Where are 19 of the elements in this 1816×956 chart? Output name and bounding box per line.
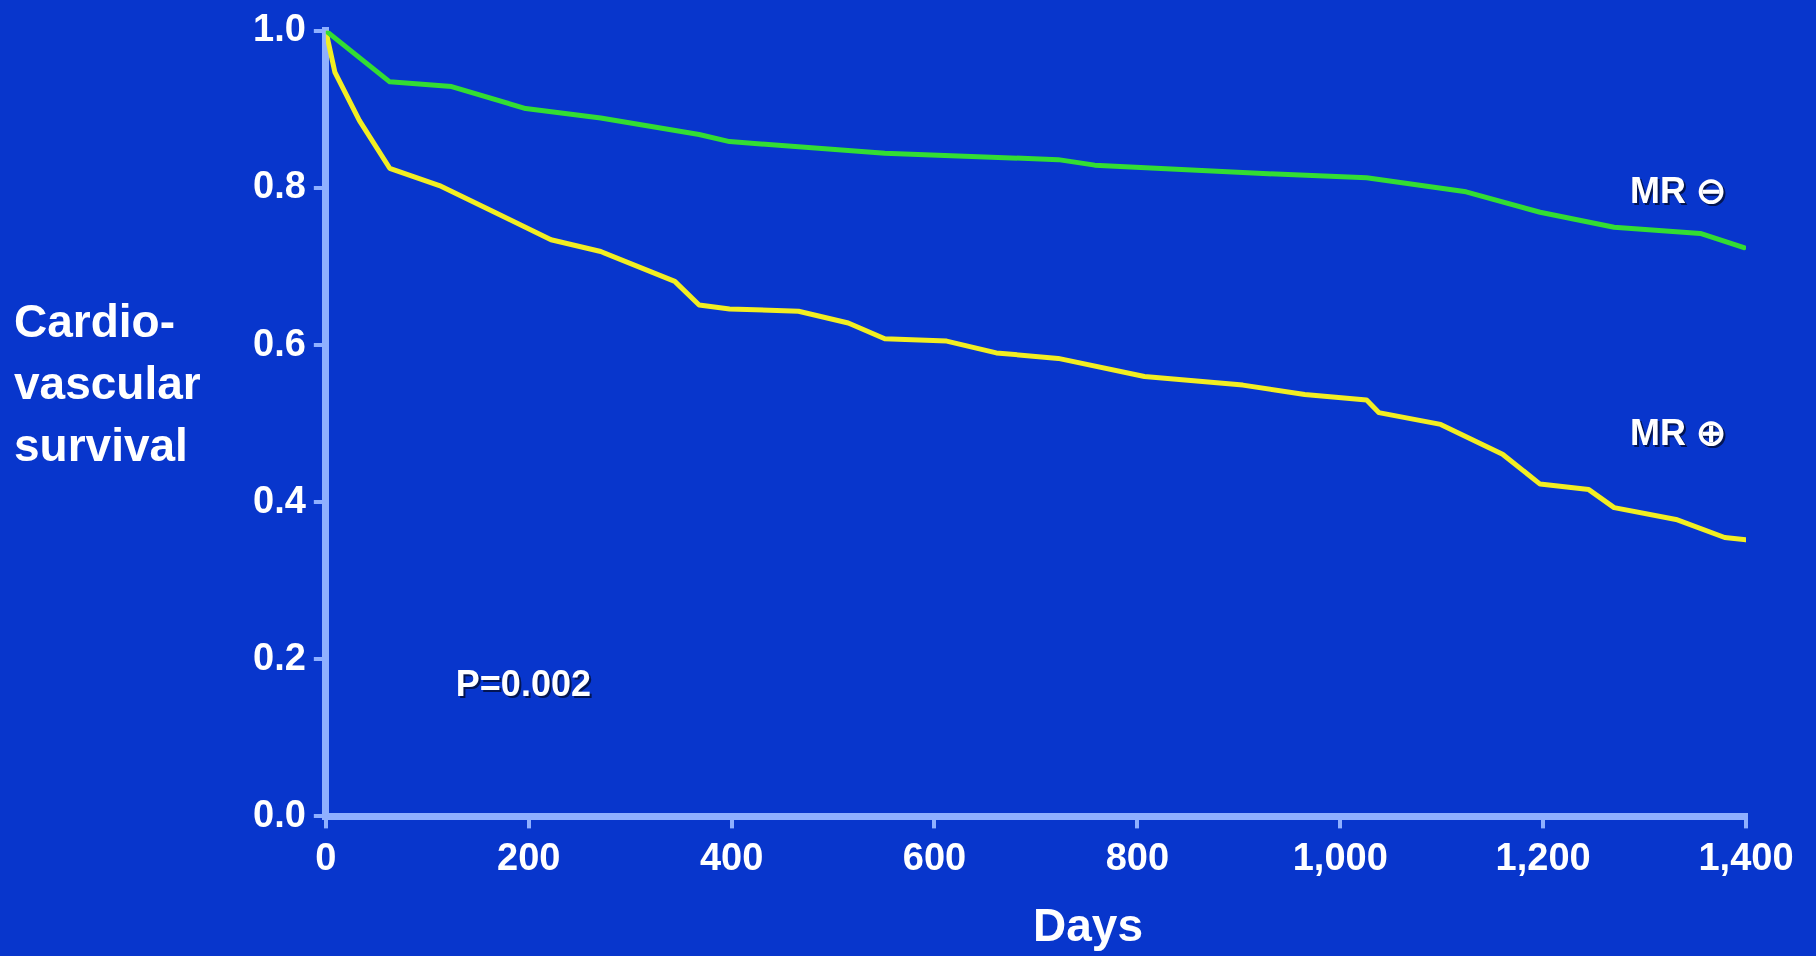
annotation: P=0.002 bbox=[455, 663, 591, 705]
x-tick-label: 1,000 bbox=[1292, 835, 1388, 878]
x-tick-label: 400 bbox=[699, 835, 764, 878]
x-tick-label: 600 bbox=[902, 835, 967, 878]
y-tick-label: 1.0 bbox=[253, 7, 306, 50]
x-axis-title: Days bbox=[1032, 898, 1144, 952]
y-tick-label: 0.4 bbox=[253, 478, 306, 521]
y-axis-title: Cardio-vascular survival bbox=[14, 294, 202, 473]
series-label: MR ⊕ bbox=[1630, 411, 1726, 453]
x-tick-label: 200 bbox=[497, 835, 561, 878]
y-tick-label: 0.2 bbox=[253, 635, 306, 678]
y-tick-label: 0.0 bbox=[253, 792, 306, 835]
y-tick-label: 0.6 bbox=[253, 321, 306, 364]
series-label: MR ⊖ bbox=[1630, 169, 1726, 211]
x-tick-label: 1,200 bbox=[1495, 835, 1591, 878]
y-tick-label: 0.8 bbox=[253, 164, 306, 207]
x-tick-label: 0 bbox=[315, 835, 337, 878]
x-tick-label: 1,400 bbox=[1698, 835, 1794, 878]
x-tick-label: 800 bbox=[1105, 835, 1170, 878]
